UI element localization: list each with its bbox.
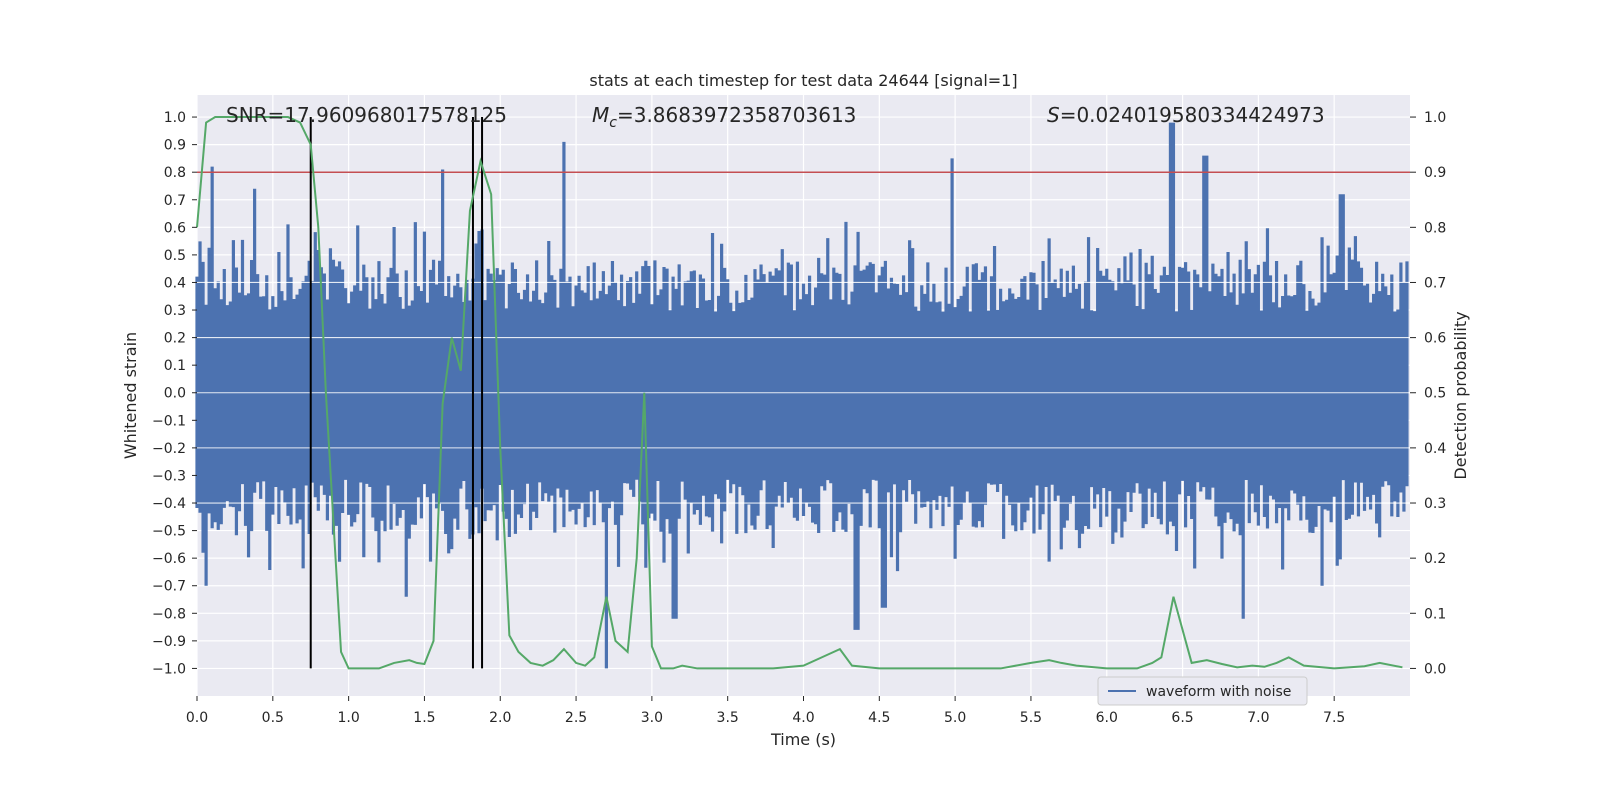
y-tick-label: −0.8 xyxy=(152,606,186,622)
x-tick-label: 5.5 xyxy=(1020,710,1042,726)
mc-subscript: c xyxy=(609,115,617,131)
snr-annotation: SNR=17.960968017578125 xyxy=(226,103,507,127)
y2-tick-label: 0.3 xyxy=(1424,496,1446,512)
y-tick-label: 0.5 xyxy=(164,248,186,264)
x-tick-label: 1.0 xyxy=(337,710,359,726)
y-tick-label: −0.6 xyxy=(152,551,186,567)
chart-title: stats at each timestep for test data 246… xyxy=(589,71,1017,90)
y2-tick-label: 0.4 xyxy=(1424,441,1446,457)
x-tick-label: 0.5 xyxy=(262,710,284,726)
y2-tick-label: 0.6 xyxy=(1424,331,1446,347)
probability-series xyxy=(196,116,1403,670)
y2-tick-label: 0.2 xyxy=(1424,551,1446,567)
x-tick-label: 7.0 xyxy=(1247,710,1269,726)
y-tick-label: 0.6 xyxy=(164,220,186,236)
y2-tick-label: 0.9 xyxy=(1424,165,1446,181)
x-tick-label: 1.5 xyxy=(413,710,435,726)
y-tick-label: 0.1 xyxy=(164,358,186,374)
y-tick-label: 0.7 xyxy=(164,193,186,209)
mc-annotation: Mc=3.8683972358703613 xyxy=(592,103,856,131)
y2-axis-label: Detection probability xyxy=(1451,311,1470,479)
y-tick-label: −0.2 xyxy=(152,441,186,457)
y-axis-label: Whitened strain xyxy=(121,332,140,459)
legend: waveform with noise xyxy=(1097,676,1308,706)
y-tick-label: −0.1 xyxy=(152,413,186,429)
axes: 0.0 0.5 1.0 1.5 2.0 2.5 3.0 3.5 4.0 4.5 5.0 5.5 6.0 6… xyxy=(152,110,1446,726)
y-tick-label: 0.0 xyxy=(164,386,186,402)
x-tick-label: 4.5 xyxy=(868,710,890,726)
y2-tick-label: 0.0 xyxy=(1424,661,1446,677)
x-tick-label: 4.0 xyxy=(792,710,814,726)
y2-tick-label: 1.0 xyxy=(1424,110,1446,126)
y-tick-label: −0.7 xyxy=(152,579,186,595)
x-tick-label: 6.0 xyxy=(1096,710,1118,726)
x-tick-label: 0.0 xyxy=(186,710,208,726)
y-tick-label: −0.4 xyxy=(152,496,186,512)
y-tick-label: 0.4 xyxy=(164,275,186,291)
x-tick-label: 7.5 xyxy=(1323,710,1345,726)
y-tick-label: −0.5 xyxy=(152,524,186,540)
y2-tick-label: 0.7 xyxy=(1424,275,1446,291)
y-tick-label: 0.2 xyxy=(164,331,186,347)
x-tick-label: 3.0 xyxy=(641,710,663,726)
s-symbol: S xyxy=(1047,103,1060,127)
x-axis-label: Time (s) xyxy=(770,730,836,749)
y-tick-label: −0.3 xyxy=(152,468,186,484)
y2-tick-label: 0.1 xyxy=(1424,606,1446,622)
y-tick-label: 0.3 xyxy=(164,303,186,319)
y-tick-label: 1.0 xyxy=(164,110,186,126)
y2-tick-label: 0.5 xyxy=(1424,386,1446,402)
x-tick-label: 2.0 xyxy=(489,710,511,726)
s-annotation: S=0.024019580334424973 xyxy=(1047,103,1325,127)
legend-box xyxy=(1097,676,1308,706)
vertical-markers xyxy=(309,117,484,669)
y2-tick-label: 0.8 xyxy=(1424,220,1446,236)
y-tick-label: 0.9 xyxy=(164,138,186,154)
probability-line xyxy=(196,116,1403,670)
s-value: =0.024019580334424973 xyxy=(1060,103,1325,127)
y-tick-label: 0.8 xyxy=(164,165,186,181)
mc-symbol: M xyxy=(592,103,609,127)
mc-value: =3.8683972358703613 xyxy=(617,103,856,127)
legend-entry-waveform: waveform with noise xyxy=(1146,684,1291,700)
x-tick-label: 6.5 xyxy=(1171,710,1193,726)
x-tick-label: 5.0 xyxy=(944,710,966,726)
x-tick-label: 2.5 xyxy=(565,710,587,726)
x-tick-label: 3.5 xyxy=(717,710,739,726)
y-tick-label: −1.0 xyxy=(152,661,186,677)
y-tick-label: −0.9 xyxy=(152,634,186,650)
